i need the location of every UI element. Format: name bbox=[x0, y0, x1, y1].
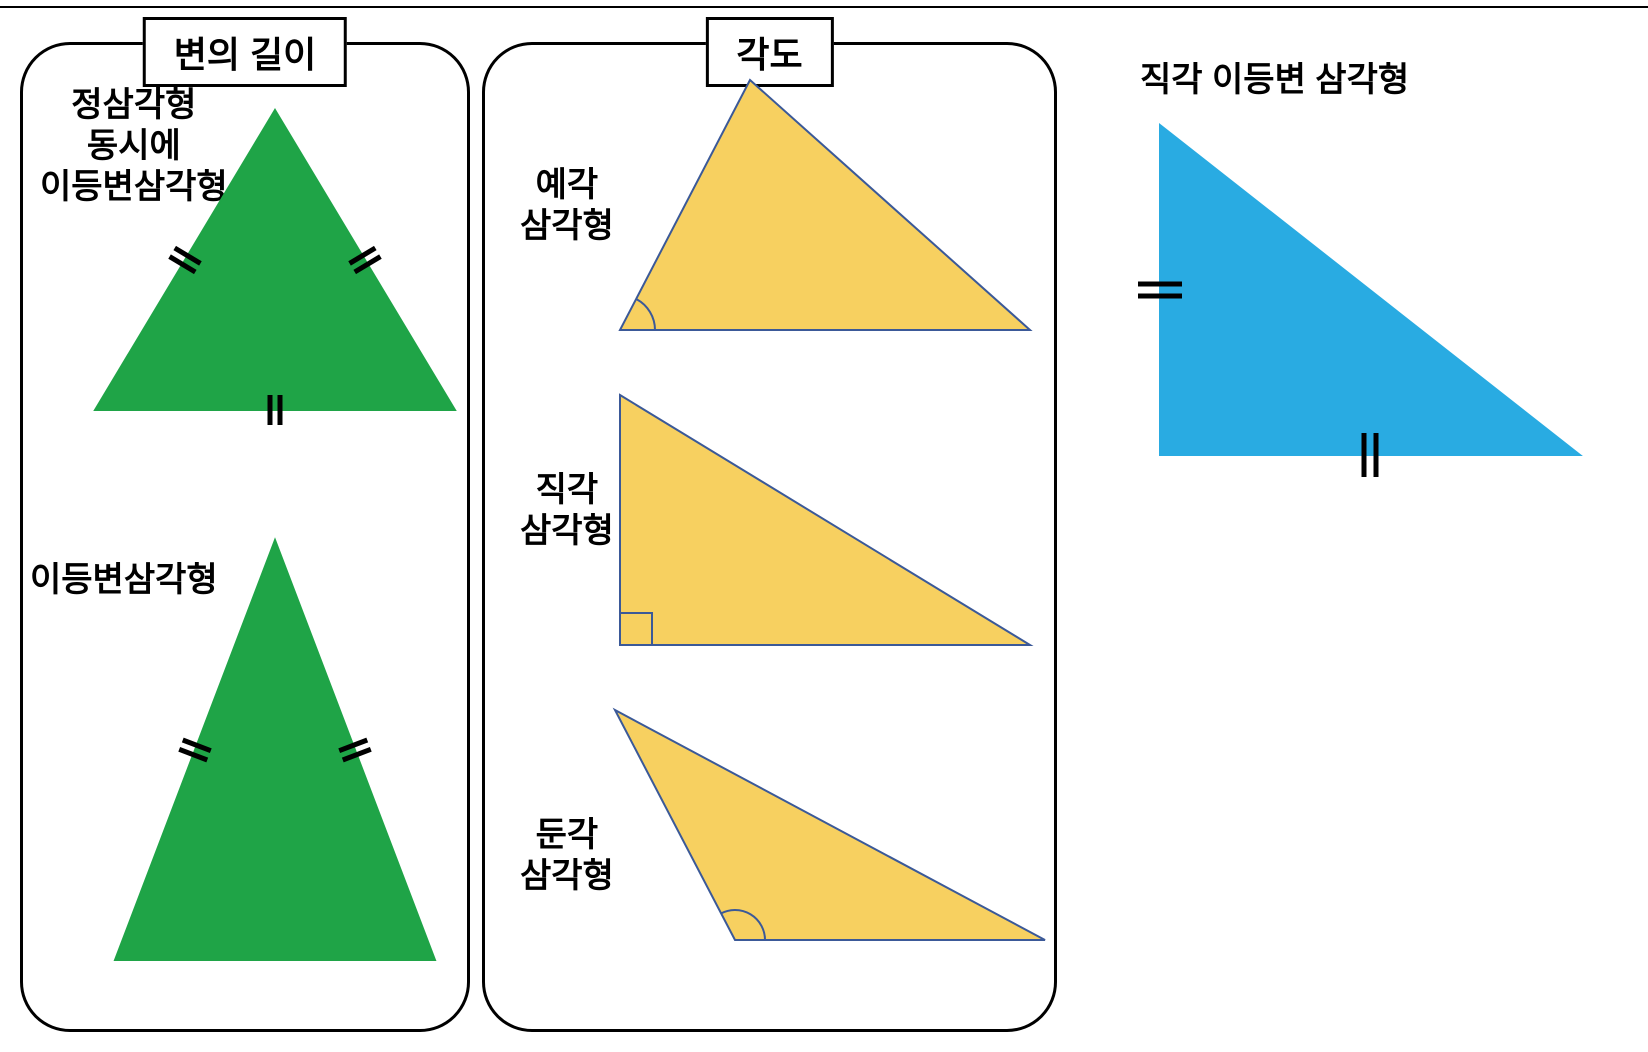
frame-title-angle: 각도 bbox=[705, 17, 833, 87]
triangle-obtuse bbox=[615, 710, 1045, 940]
label-right: 직각 삼각형 bbox=[520, 470, 614, 552]
triangle-right-isosceles bbox=[1160, 125, 1580, 455]
triangle-isosceles bbox=[115, 540, 435, 960]
triangle-right bbox=[620, 395, 1030, 645]
triangle-equilateral bbox=[95, 110, 455, 410]
label-obtuse: 둔각 삼각형 bbox=[520, 815, 614, 897]
frame-title-side-length: 변의 길이 bbox=[143, 17, 347, 87]
label-right-isosceles: 직각 이등변 삼각형 bbox=[1140, 60, 1409, 101]
triangle-acute bbox=[620, 80, 1030, 330]
label-acute: 예각 삼각형 bbox=[520, 165, 614, 247]
page-top-border bbox=[0, 6, 1648, 8]
